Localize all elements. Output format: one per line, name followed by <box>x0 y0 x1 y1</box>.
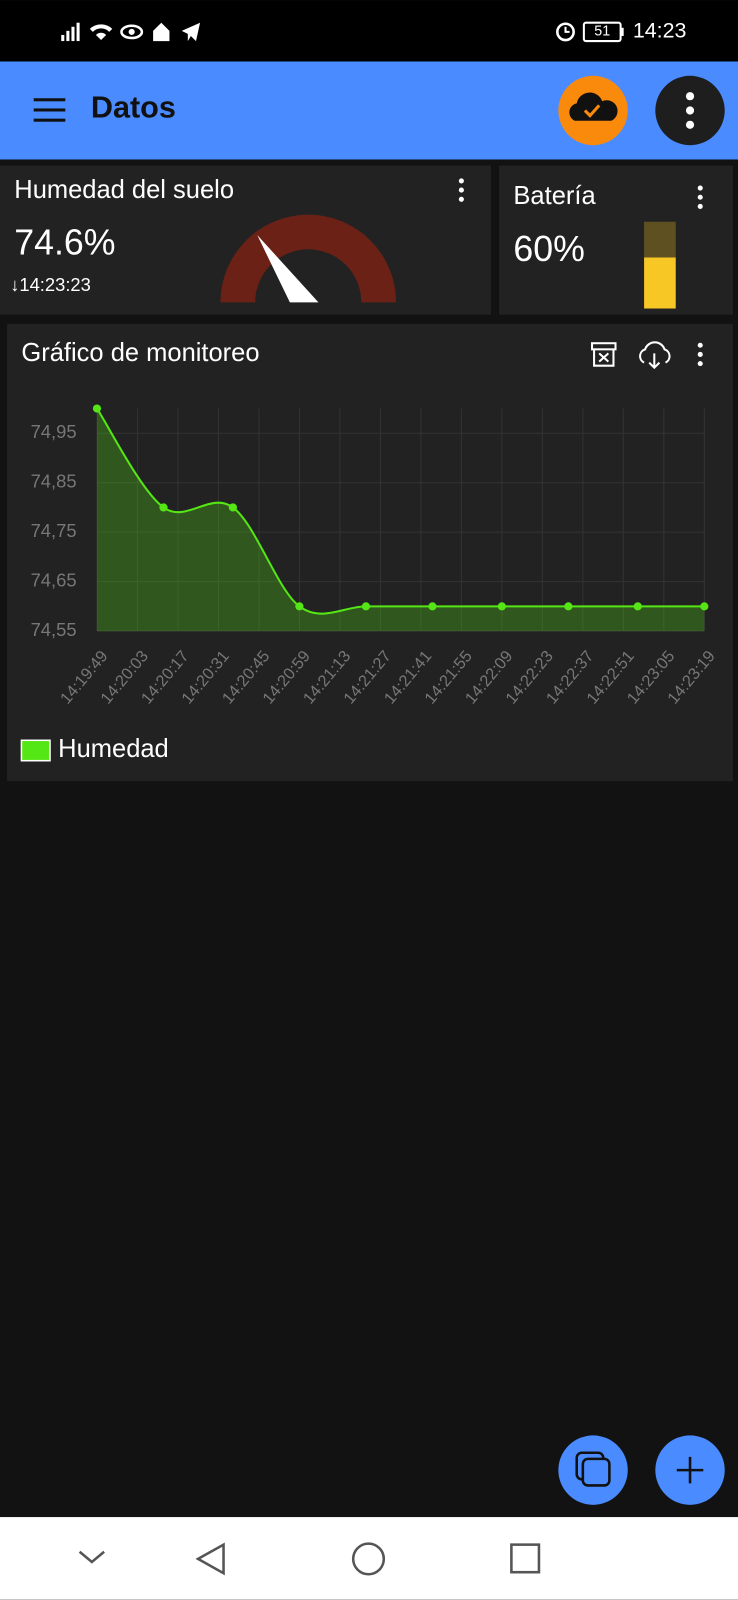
point <box>92 404 102 413</box>
widget-menu[interactable] <box>458 178 464 202</box>
clear-button[interactable] <box>591 342 617 367</box>
point <box>361 602 371 611</box>
point <box>564 602 573 611</box>
widget-title: Humedad del suelo <box>14 176 234 204</box>
y-tick-label: 74,55 <box>31 619 77 640</box>
widget-value: 74.6% <box>14 223 115 263</box>
point <box>228 503 237 512</box>
point <box>428 602 437 611</box>
line <box>96 407 705 615</box>
cloud-status-button[interactable] <box>558 75 628 146</box>
nav-buttons[interactable] <box>78 1542 541 1576</box>
point <box>295 602 304 611</box>
add-button[interactable] <box>655 1435 725 1505</box>
point <box>633 602 642 611</box>
battery-fill <box>644 257 676 309</box>
more-button[interactable] <box>655 75 725 146</box>
chart-title: Gráfico de monitoreo <box>21 339 259 367</box>
download-button[interactable] <box>639 341 671 370</box>
signal-icons <box>61 22 201 42</box>
battery-card <box>499 165 733 315</box>
status-bar <box>0 0 738 62</box>
area <box>96 408 705 632</box>
legend-swatch <box>20 739 51 762</box>
y-tick-label: 74,95 <box>31 421 77 442</box>
widget-menu[interactable] <box>697 185 703 209</box>
point <box>700 602 709 611</box>
nav-bar <box>0 1517 738 1600</box>
battery-empty <box>644 221 676 258</box>
chart-menu[interactable] <box>697 342 703 367</box>
gauge <box>220 214 397 303</box>
widget-updated: ↓14:23:23 <box>10 274 91 295</box>
y-tick-label: 74,85 <box>31 471 77 492</box>
status-right: 51 14:23 <box>556 19 687 43</box>
point <box>159 503 168 512</box>
y-tick-label: 74,65 <box>31 569 77 590</box>
clock: 14:23 <box>633 19 687 43</box>
menu-button[interactable] <box>33 98 66 122</box>
app-title: Datos <box>91 91 176 125</box>
widget-value: 60% <box>513 229 584 269</box>
chart-card <box>7 323 733 782</box>
point <box>497 602 506 611</box>
gauge-needle <box>257 235 319 303</box>
legend-label: Humedad <box>58 735 169 763</box>
y-tick-label: 74,75 <box>31 520 77 541</box>
battery-level: 51 <box>594 24 610 40</box>
widget-title: Batería <box>513 182 596 210</box>
duplicate-button[interactable] <box>558 1435 628 1505</box>
